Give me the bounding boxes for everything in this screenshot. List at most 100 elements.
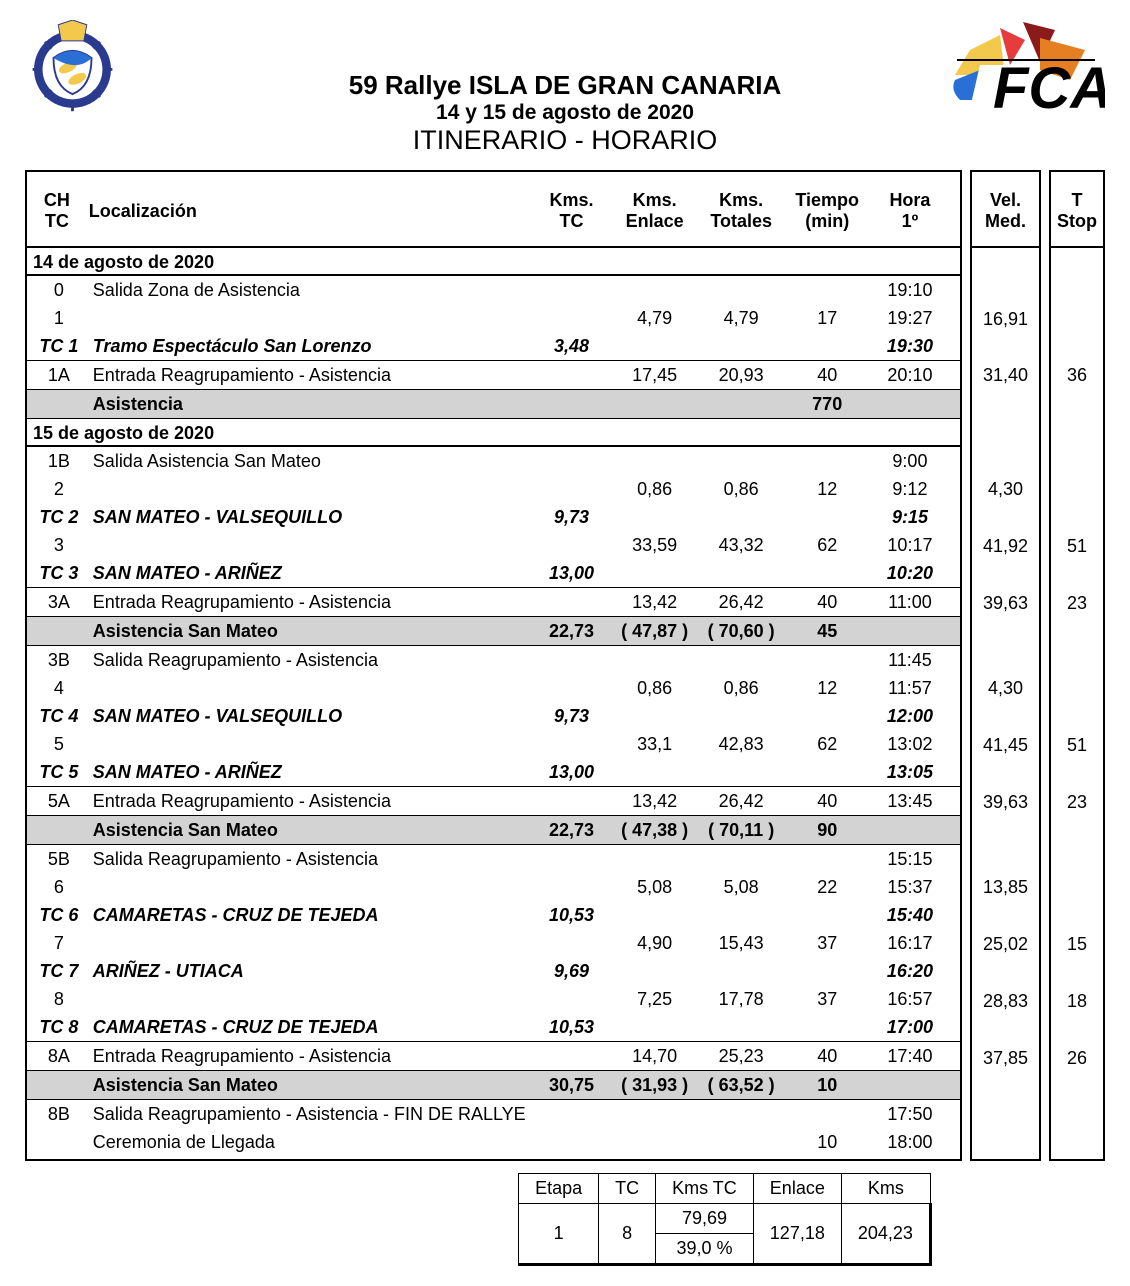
table-row: 14,794,791719:27 — [26, 304, 961, 332]
loc-cell — [87, 304, 532, 332]
tstop-cell — [1050, 874, 1104, 902]
vel-cell — [971, 333, 1040, 361]
table-row: 5AEntrada Reagrupamiento - Asistencia13,… — [26, 787, 961, 816]
vel-cell — [971, 646, 1040, 674]
hora-cell: 11:57 — [870, 674, 961, 702]
tiempo-cell — [784, 845, 870, 874]
vel-row — [971, 247, 1040, 276]
vel-cell — [971, 504, 1040, 532]
tstop-cell — [1050, 333, 1104, 361]
ch-cell: 0 — [26, 275, 87, 304]
kmsen-cell — [611, 758, 698, 787]
ch-cell: 5A — [26, 787, 87, 816]
table-row: 8AEntrada Reagrupamiento - Asistencia14,… — [26, 1042, 961, 1071]
ch-cell: TC 3 — [26, 559, 87, 588]
kmstc-cell — [532, 531, 612, 559]
kmstot-cell — [698, 559, 785, 588]
vel-cell: 16,91 — [971, 305, 1040, 333]
kmsen-cell: 13,42 — [611, 787, 698, 816]
tstop-table: TStop 36 51 23 51 23 15 18 26 — [1049, 170, 1105, 1161]
hora-cell: 9:12 — [870, 475, 961, 503]
vel-row — [971, 276, 1040, 304]
vel-row — [971, 817, 1040, 845]
loc-cell: Salida Reagrupamiento - Asistencia — [87, 646, 532, 675]
kmstc-cell — [532, 730, 612, 758]
tstop-row — [1050, 504, 1104, 532]
velocity-table: Vel.Med. 16,91 31,40 4,30 41,92 39,63 4,… — [970, 170, 1041, 1161]
table-row: 15 de agosto de 2020 — [26, 419, 961, 447]
loc-cell: Tramo Espectáculo San Lorenzo — [87, 332, 532, 361]
kmstot-cell — [698, 957, 785, 985]
kmsen-cell: 33,1 — [611, 730, 698, 758]
ch-cell — [26, 1128, 87, 1160]
kmsen-cell: 14,70 — [611, 1042, 698, 1071]
ch-cell: TC 8 — [26, 1013, 87, 1042]
sum-kmstc: 79,69 — [656, 1203, 754, 1233]
tstop-row — [1050, 247, 1104, 276]
kmstc-cell — [532, 646, 612, 675]
kmstc-cell: 13,00 — [532, 559, 612, 588]
kmstot-cell: 4,79 — [698, 304, 785, 332]
tstop-row — [1050, 874, 1104, 902]
kmsen-cell: 13,42 — [611, 588, 698, 617]
loc-cell: Salida Reagrupamiento - Asistencia — [87, 845, 532, 874]
tstop-row: 18 — [1050, 987, 1104, 1015]
table-row: 87,2517,783716:57 — [26, 985, 961, 1013]
tiempo-cell: 37 — [784, 985, 870, 1013]
ch-cell: 2 — [26, 475, 87, 503]
hora-cell: 18:00 — [870, 1128, 961, 1160]
page-subtitle: ITINERARIO - HORARIO — [25, 125, 1105, 156]
vel-row — [971, 703, 1040, 731]
tstop-row — [1050, 333, 1104, 361]
tstop-row — [1050, 561, 1104, 589]
ch-cell: TC 4 — [26, 702, 87, 730]
vel-cell: 37,85 — [971, 1044, 1040, 1072]
loc-cell: Salida Reagrupamiento - Asistencia - FIN… — [87, 1100, 532, 1129]
tiempo-cell — [784, 646, 870, 675]
tstop-cell: 51 — [1050, 532, 1104, 560]
tiempo-cell: 10 — [784, 1128, 870, 1160]
vel-row — [971, 902, 1040, 930]
tstop-row — [1050, 618, 1104, 646]
hora-cell: 16:57 — [870, 985, 961, 1013]
kmstot-cell: 17,78 — [698, 985, 785, 1013]
table-row: 14 de agosto de 2020 — [26, 247, 961, 275]
tstop-cell — [1050, 902, 1104, 930]
vel-row — [971, 561, 1040, 589]
ch-cell: 1 — [26, 304, 87, 332]
vel-row — [971, 1130, 1040, 1160]
vel-row — [971, 333, 1040, 361]
asist-cell: Asistencia San Mateo — [87, 1071, 532, 1100]
kmstc-cell — [532, 845, 612, 874]
hora-cell: 17:40 — [870, 1042, 961, 1071]
asist-cell: Asistencia San Mateo — [87, 617, 532, 646]
table-row: TC 4SAN MATEO - VALSEQUILLO9,7312:00 — [26, 702, 961, 730]
vel-cell — [971, 1016, 1040, 1044]
tiempo-cell: 22 — [784, 873, 870, 901]
sum-h-etapa: Etapa — [519, 1173, 599, 1203]
fca-logo: FCA — [945, 20, 1105, 120]
col-loc: Localización — [87, 171, 532, 247]
tiempo-cell: 62 — [784, 730, 870, 758]
vel-cell — [971, 703, 1040, 731]
vel-row — [971, 1073, 1040, 1101]
kmstot-cell: 0,86 — [698, 674, 785, 702]
kmsen-cell — [611, 1128, 698, 1160]
ch-cell: 1A — [26, 361, 87, 390]
kmstot-cell — [698, 503, 785, 531]
hora-cell: 15:15 — [870, 845, 961, 874]
tstop-row — [1050, 1101, 1104, 1129]
kmsen-cell: 7,25 — [611, 985, 698, 1013]
table-row: 333,5943,326210:17 — [26, 531, 961, 559]
asist-cell: Asistencia — [87, 390, 532, 419]
tstop-cell: 26 — [1050, 1044, 1104, 1072]
vel-cell — [971, 561, 1040, 589]
tstop-row: 26 — [1050, 1044, 1104, 1072]
sum-h-tc: TC — [599, 1173, 656, 1203]
vel-cell — [971, 447, 1040, 475]
vel-cell: 25,02 — [971, 931, 1040, 959]
table-row: TC 8CAMARETAS - CRUZ DE TEJEDA10,5317:00 — [26, 1013, 961, 1042]
loc-cell: Ceremonia de Llegada — [87, 1128, 532, 1160]
tiempo-cell — [784, 1013, 870, 1042]
kmsen-cell — [611, 275, 698, 304]
